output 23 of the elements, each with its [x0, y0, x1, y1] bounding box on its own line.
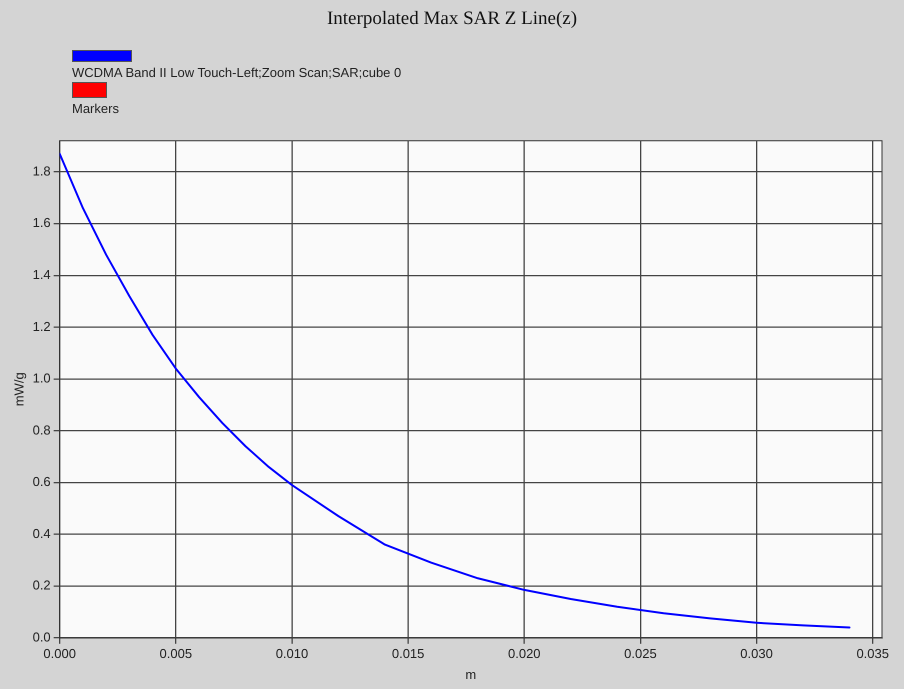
- x-tick-label: 0.015: [392, 646, 424, 662]
- x-tick-label: 0.035: [856, 646, 889, 662]
- x-axis-title: m: [465, 666, 476, 682]
- y-tick-label: 1.0: [32, 370, 51, 386]
- y-tick-label: 0.2: [32, 578, 51, 593]
- x-tick-label: 0.005: [160, 646, 192, 662]
- y-tick-label: 0.4: [32, 526, 51, 541]
- y-tick-label: 1.8: [32, 163, 51, 178]
- y-tick-label: 1.2: [32, 318, 51, 334]
- legend-label: Markers: [72, 101, 120, 116]
- legend-label: WCDMA Band II Low Touch-Left;Zoom Scan;SAR;cube 0: [72, 65, 402, 80]
- y-axis-title: mW/g: [11, 372, 26, 406]
- x-tick-label: 0.000: [43, 646, 76, 662]
- y-tick-label: 0.8: [32, 422, 51, 438]
- x-tick-label: 0.010: [276, 646, 308, 662]
- x-tick-label: 0.025: [624, 646, 657, 662]
- chart-title: Interpolated Max SAR Z Line(z): [326, 8, 578, 30]
- y-tick-label: 1.6: [32, 215, 51, 230]
- y-tick-label: 1.4: [32, 266, 51, 282]
- x-tick-label: 0.030: [740, 646, 773, 662]
- y-tick-label: 0.0: [32, 629, 51, 644]
- x-tick-label: 0.020: [508, 646, 541, 662]
- y-tick-label: 0.6: [32, 474, 51, 490]
